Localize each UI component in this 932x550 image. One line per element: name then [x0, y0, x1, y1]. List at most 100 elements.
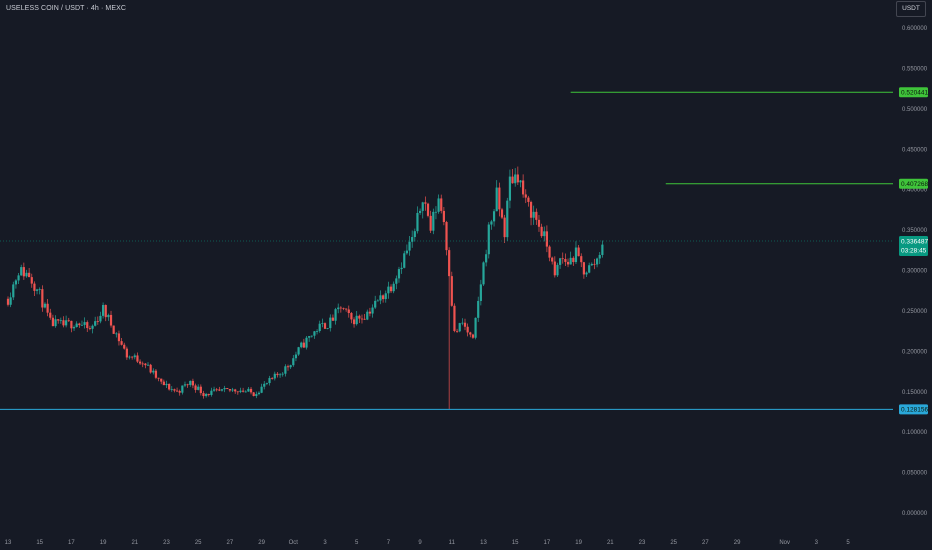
candle-body	[300, 342, 303, 348]
candle-body	[308, 336, 311, 338]
candle-body	[20, 267, 23, 276]
candle-body	[403, 253, 406, 268]
candle-body	[342, 307, 345, 309]
candle-body	[88, 328, 91, 329]
price-axis-tick: 0.500000	[902, 107, 928, 113]
candle-body	[498, 187, 501, 210]
price-axis[interactable]: 0.600000 0.550000 0.500000 0.450000 0.400000…	[902, 26, 928, 517]
time-axis-tick: 23	[639, 540, 646, 546]
candle-body	[360, 318, 364, 320]
candle-body	[273, 373, 276, 379]
candle-body	[405, 250, 408, 254]
candle-body	[595, 258, 599, 265]
time-axis-tick: 23	[163, 540, 170, 546]
candle-body	[350, 313, 353, 320]
candle-body	[580, 256, 583, 263]
candle-body	[128, 356, 131, 358]
candle-body	[231, 389, 234, 391]
time-axis-tick: 27	[702, 540, 709, 546]
candle-body	[371, 307, 374, 314]
time-axis-tick: Nov	[779, 540, 790, 546]
candle-body	[455, 330, 459, 332]
candle-body	[358, 315, 361, 319]
candle-body	[112, 325, 115, 334]
candle-body	[157, 377, 160, 379]
candle-body	[125, 348, 128, 358]
candle-body	[482, 262, 485, 285]
candle-body	[205, 393, 208, 397]
candle-body	[514, 174, 517, 184]
candle-body	[574, 247, 578, 263]
candle-body	[33, 283, 36, 291]
candle-body	[162, 381, 165, 386]
candle-body	[522, 180, 525, 195]
candle-body	[28, 272, 31, 278]
candle-body	[189, 380, 192, 385]
candle-body	[302, 342, 305, 348]
price-axis-tick: 0.400000	[902, 188, 928, 194]
candle-body	[175, 390, 179, 392]
candle-body	[292, 358, 295, 366]
candle-body	[516, 174, 519, 183]
candle-body	[144, 363, 147, 366]
currency-button[interactable]: USDT	[896, 1, 926, 17]
candle-body	[363, 318, 366, 320]
time-axis-tick: 29	[734, 540, 741, 546]
candle-body	[485, 254, 488, 263]
candle-body	[218, 389, 221, 391]
time-axis-tick: 3	[815, 540, 819, 546]
candle-body	[41, 289, 44, 308]
candle-body	[535, 211, 538, 220]
price-level-badge: 0.407268	[899, 178, 928, 189]
time-axis-tick: 13	[480, 540, 487, 546]
candle-body	[318, 323, 321, 332]
candle-body	[337, 307, 340, 310]
candle-body	[30, 277, 33, 284]
candle-body	[242, 390, 245, 392]
candle-body	[397, 269, 401, 279]
candle-body	[51, 317, 55, 327]
candle-body	[75, 323, 78, 328]
candle-body	[170, 389, 173, 391]
candle-body	[146, 364, 150, 366]
price-level-badge-bg	[899, 178, 928, 189]
candle-body	[191, 380, 195, 386]
candle-body	[382, 295, 385, 300]
candle-body	[181, 385, 184, 393]
candle-body	[432, 211, 435, 231]
candle-body	[585, 272, 588, 275]
candle-body	[178, 391, 181, 393]
candle-body	[347, 309, 350, 314]
candle-body	[545, 231, 548, 247]
candle-body	[294, 354, 298, 359]
candle-body	[91, 325, 94, 329]
candle-body	[65, 320, 68, 326]
candle-body	[284, 366, 287, 374]
time-axis-tick: 21	[607, 540, 614, 546]
candle-body	[429, 215, 432, 231]
candle-body	[276, 373, 279, 376]
candle-body	[564, 258, 567, 262]
candle-body	[519, 180, 522, 183]
time-axis-tick: 17	[68, 540, 75, 546]
candle-body	[313, 331, 316, 336]
candles-layer	[6, 166, 604, 410]
candle-body	[400, 267, 403, 270]
time-axis-tick: 7	[387, 540, 391, 546]
time-axis-tick: 9	[418, 540, 422, 546]
time-axis-tick: 13	[5, 540, 12, 546]
time-axis[interactable]: 13 15 17 19 21 23 25 27 29 Oct 3 5 7 9 11 13 15 17 19 21 23 2…	[5, 540, 851, 546]
candle-body	[236, 391, 239, 393]
price-badges-layer: 0.520441 0.407268 0.128156 0.336487 03:28:45	[899, 87, 928, 415]
candle-body	[43, 303, 47, 308]
candle-body	[339, 307, 342, 309]
candle-body	[368, 311, 372, 314]
price-axis-tick: 0.000000	[902, 511, 928, 517]
candle-body	[278, 374, 282, 376]
candle-body	[458, 323, 461, 332]
candle-body	[426, 203, 430, 216]
candle-body	[165, 383, 168, 386]
candle-body	[305, 337, 308, 348]
candle-body	[537, 219, 541, 227]
